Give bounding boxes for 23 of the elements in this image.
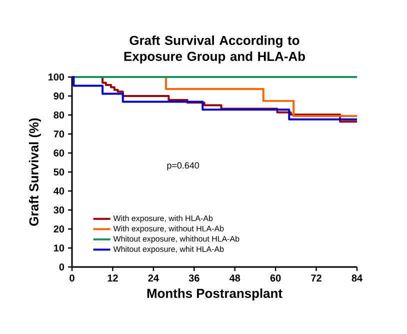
y-tick-label: 10 <box>54 244 64 252</box>
x-tick-label: 0 <box>70 274 74 282</box>
y-tick-label: 60 <box>54 149 64 157</box>
x-tick-label: 60 <box>270 274 281 282</box>
x-tick-label: 84 <box>352 274 362 282</box>
y-tick-label: 90 <box>54 92 64 100</box>
x-axis-title: Months Postransplant <box>147 288 282 300</box>
chart-title: Graft Survival According to Exposure Group and HLA-Ab <box>124 35 305 64</box>
annotation: p=0.640 <box>167 162 200 170</box>
y-axis-title: Graft Survival (%) <box>28 118 42 226</box>
x-tick-label: 36 <box>188 274 200 282</box>
y-tick-label: 20 <box>54 225 64 233</box>
y-tick-label: 40 <box>54 187 64 195</box>
y-tick-label: 0 <box>59 263 64 271</box>
y-tick-label: 80 <box>54 111 64 119</box>
y-tick-label: 70 <box>54 130 64 138</box>
y-tick-label: 30 <box>54 206 64 214</box>
x-tick-label: 12 <box>108 274 118 282</box>
y-tick-label: 100 <box>48 73 64 81</box>
x-tick-label: 72 <box>311 274 322 282</box>
x-tick-label: 48 <box>229 274 240 282</box>
x-tick-label: 24 <box>148 274 159 282</box>
y-tick-label: 50 <box>54 168 64 176</box>
